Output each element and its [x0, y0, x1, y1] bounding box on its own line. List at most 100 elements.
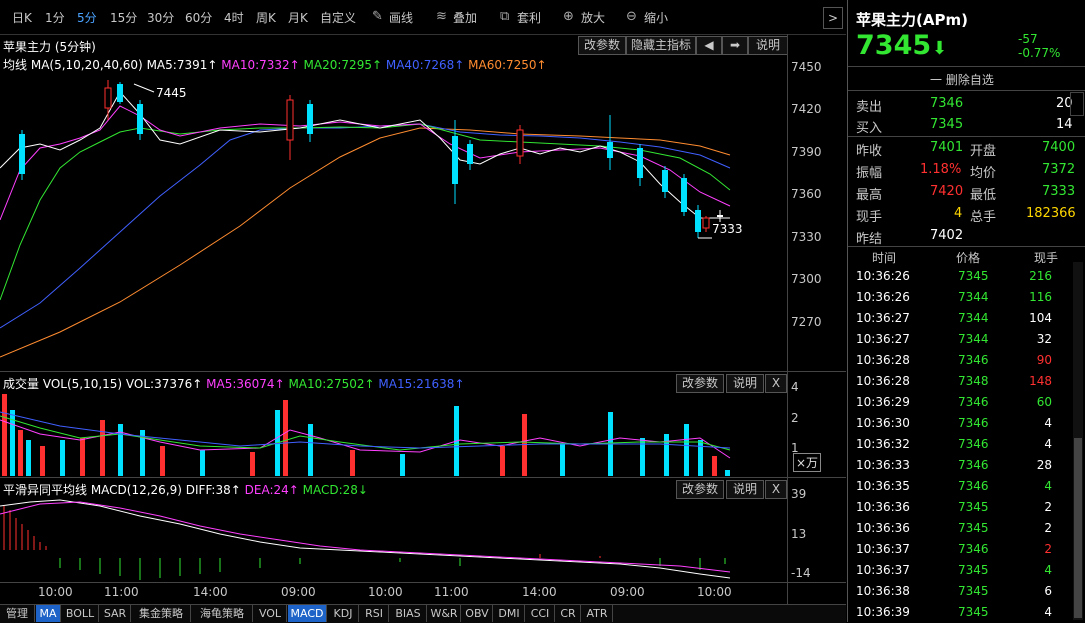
toolbar-next-button[interactable]: > [823, 7, 843, 29]
tab-macd[interactable]: MACD [288, 605, 327, 622]
pencil-icon[interactable]: ✎ [372, 9, 383, 24]
x-tick: 10:00 [697, 585, 732, 599]
tick-row: 10:36:38 7345 6 [848, 581, 1078, 602]
tab-rsi[interactable]: RSI [360, 605, 389, 622]
volume-bar [308, 424, 313, 476]
period-custom[interactable]: 自定义 [320, 11, 357, 25]
indicator-tab-bar: 管理 MA BOLL SAR 集金策略 海龟策略 VOL MACD KDJ RS… [0, 604, 846, 623]
ma40-value: MA40:7268↑ [385, 58, 465, 72]
period-60min[interactable]: 60分 [185, 11, 213, 25]
period-5min[interactable]: 5分 [77, 11, 97, 25]
down-arrow-icon: ⬇ [932, 38, 948, 59]
macd-y-tick: 39 [791, 487, 807, 501]
tab-cr[interactable]: CR [556, 605, 581, 622]
tab-wr[interactable]: W&R [428, 605, 461, 622]
bid-volume: 14 [1056, 117, 1073, 132]
vol-y-tick: 2 [791, 411, 799, 425]
y-tick: 7420 [791, 102, 822, 116]
tab-atr[interactable]: ATR [582, 605, 613, 622]
main-chart-title: 苹果主力 (5分钟) [3, 40, 96, 54]
next-indicator-button[interactable]: ➡ [722, 36, 748, 55]
tab-boll[interactable]: BOLL [62, 605, 99, 622]
volume-bar [80, 438, 85, 476]
price-change: -57 [1018, 32, 1038, 46]
tab-vol[interactable]: VOL [254, 605, 287, 622]
ma-legend-label: 均线 [3, 58, 28, 72]
toolbar: 日K 1分 5分 15分 30分 60分 4时 周K 月K 自定义 ✎ 画线 ≋… [0, 0, 846, 35]
ask-label: 卖出 [856, 100, 883, 115]
volume-bar [18, 430, 23, 476]
volume-bar [160, 446, 165, 476]
period-week[interactable]: 周K [256, 11, 276, 25]
tick-time: 10:36:36 [856, 500, 910, 514]
x-tick: 09:00 [610, 585, 645, 599]
prev-indicator-button[interactable]: ◀ [696, 36, 722, 55]
period-1min[interactable]: 1分 [45, 11, 65, 25]
volume-bar [60, 440, 65, 476]
tab-obv[interactable]: OBV [462, 605, 493, 622]
ma60-value: MA60:7250↑ [468, 58, 547, 72]
vol-ma15-line [0, 411, 731, 449]
volume-params-button[interactable]: 改参数 [676, 374, 724, 393]
tab-ma[interactable]: MA [36, 605, 61, 622]
period-30min[interactable]: 30分 [147, 11, 175, 25]
zoom-in-icon[interactable]: ⊕ [563, 9, 574, 24]
candlestick-chart[interactable] [0, 70, 786, 370]
macd-help-button[interactable]: 说明 [726, 480, 764, 499]
panel-divider-macd [0, 477, 846, 478]
x-tick: 11:00 [104, 585, 139, 599]
main-params-button[interactable]: 改参数 [578, 36, 626, 55]
cur-vol-label: 现手 [856, 210, 883, 225]
tab-bias[interactable]: BIAS [390, 605, 427, 622]
tick-time: 10:36:27 [856, 332, 910, 346]
amplitude-label: 振幅 [856, 166, 883, 181]
dea-value: DEA:24↑ [244, 483, 299, 497]
hide-indicator-button[interactable]: 隐藏主指标 [626, 36, 696, 55]
macd-params-button[interactable]: 改参数 [676, 480, 724, 499]
tab-jijin-strategy[interactable]: 集金策略 [132, 605, 191, 622]
period-month[interactable]: 月K [288, 11, 308, 25]
ma20-line [0, 123, 731, 301]
tab-manage[interactable]: 管理 [0, 605, 35, 622]
tab-kdj[interactable]: KDJ [328, 605, 359, 622]
tab-dmi[interactable]: DMI [494, 605, 525, 622]
divider [848, 90, 1085, 91]
tab-sar[interactable]: SAR [100, 605, 131, 622]
ma5-line [0, 91, 730, 219]
price-change-pct: -0.77% [1018, 46, 1061, 60]
arbitrage-icon[interactable]: ⧉ [500, 9, 510, 24]
volume-close-button[interactable]: X [765, 374, 787, 393]
tab-turtle-strategy[interactable]: 海龟策略 [192, 605, 253, 622]
tick-price: 7344 [958, 311, 989, 325]
candle-body [702, 217, 710, 229]
macd-close-button[interactable]: X [765, 480, 787, 499]
y-tick: 7390 [791, 145, 822, 159]
tick-row: 10:36:30 7346 4 [848, 413, 1078, 434]
stack-icon[interactable]: ≋ [436, 9, 447, 24]
volume-help-button[interactable]: 说明 [726, 374, 764, 393]
period-15min[interactable]: 15分 [110, 11, 138, 25]
divider [848, 246, 1085, 247]
bid-ask-scroll[interactable] [1070, 92, 1084, 116]
delete-favorite-button[interactable]: 一 删除自选 [930, 73, 994, 87]
arbitrage-button[interactable]: 套利 [517, 11, 542, 25]
tick-price: 7345 [958, 584, 989, 598]
period-daily[interactable]: 日K [12, 11, 32, 25]
amplitude-value: 1.18% [920, 162, 962, 177]
zoom-out-button[interactable]: 缩小 [644, 11, 669, 25]
main-help-button[interactable]: 说明 [748, 36, 788, 55]
zoom-in-button[interactable]: 放大 [581, 11, 606, 25]
tab-cci[interactable]: CCI [526, 605, 555, 622]
overlay-button[interactable]: 叠加 [453, 11, 478, 25]
tick-scrollbar-thumb[interactable] [1074, 438, 1082, 618]
tick-price: 7345 [958, 269, 989, 283]
tick-price: 7345 [958, 500, 989, 514]
tick-time: 10:36:28 [856, 353, 910, 367]
zoom-out-icon[interactable]: ⊖ [626, 9, 637, 24]
draw-line-button[interactable]: 画线 [389, 11, 414, 25]
tick-price: 7344 [958, 332, 989, 346]
vol-ma5-line [0, 419, 731, 459]
period-4h[interactable]: 4时 [224, 11, 244, 25]
tick-header-time: 时间 [872, 251, 897, 265]
tick-time: 10:36:30 [856, 416, 910, 430]
